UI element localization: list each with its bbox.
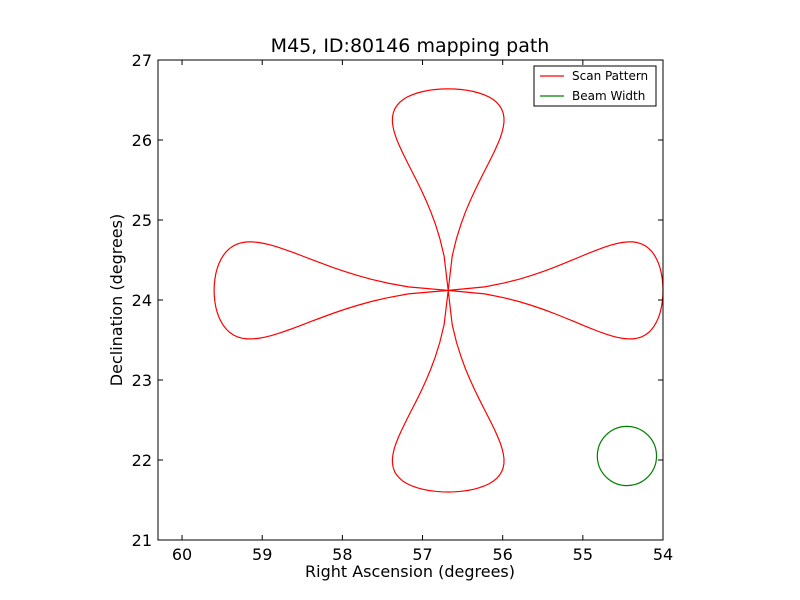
plot-area bbox=[213, 88, 664, 493]
y-tick-label: 23 bbox=[132, 371, 152, 390]
y-tick-label: 26 bbox=[132, 131, 152, 150]
scan-pattern-path bbox=[213, 88, 664, 493]
y-tick-label: 22 bbox=[132, 451, 152, 470]
chart-title: M45, ID:80146 mapping path bbox=[271, 35, 550, 57]
y-tick-label: 25 bbox=[132, 211, 152, 230]
x-tick-label: 54 bbox=[653, 545, 673, 564]
x-tick-label: 56 bbox=[493, 545, 513, 564]
axes-frame bbox=[157, 59, 664, 541]
legend-box bbox=[533, 65, 657, 107]
x-tick-label: 57 bbox=[412, 545, 432, 564]
y-axis-label: Declination (degrees) bbox=[107, 214, 126, 386]
x-tick-label: 60 bbox=[172, 545, 192, 564]
x-tick-label: 58 bbox=[332, 545, 352, 564]
legend-label: Scan Pattern bbox=[572, 69, 648, 83]
y-axis: 21 22 23 24 25 26 27 bbox=[132, 51, 663, 550]
x-tick-label: 59 bbox=[252, 545, 272, 564]
y-tick-label: 24 bbox=[132, 291, 152, 310]
x-tick-label: 55 bbox=[573, 545, 593, 564]
legend: Scan Pattern Beam Width bbox=[533, 65, 657, 107]
y-tick-label: 27 bbox=[132, 51, 152, 70]
legend-label: Beam Width bbox=[572, 89, 645, 103]
y-tick-label: 21 bbox=[132, 531, 152, 550]
x-axis: 60 59 58 57 56 55 54 bbox=[172, 60, 673, 564]
beam-width-circle bbox=[596, 425, 658, 487]
x-axis-label: Right Ascension (degrees) bbox=[305, 562, 515, 581]
